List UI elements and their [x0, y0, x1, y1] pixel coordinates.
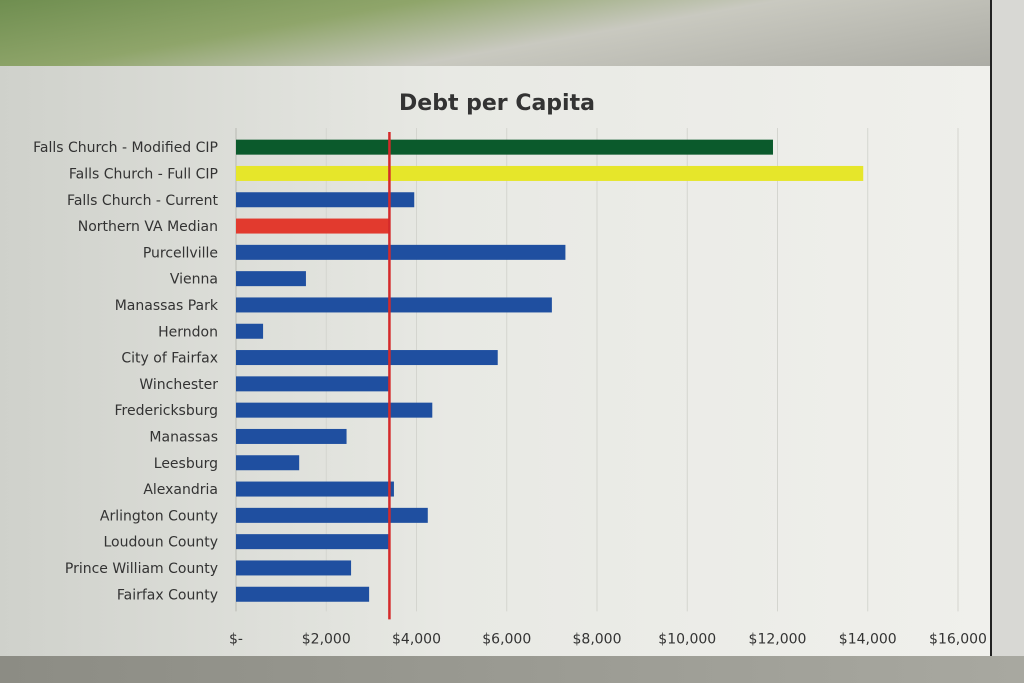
x-tick-label: $14,000 [839, 631, 897, 647]
bar [236, 350, 498, 366]
bar [236, 192, 415, 208]
category-label: City of Fairfax [121, 351, 218, 367]
category-label: Herndon [158, 324, 218, 340]
bar [236, 165, 864, 181]
bar [236, 218, 390, 234]
bar [236, 323, 264, 339]
bar [236, 586, 370, 602]
x-tick-label: $8,000 [573, 631, 622, 647]
category-label: Falls Church - Current [67, 193, 218, 209]
bar [236, 271, 306, 287]
category-label: Manassas Park [115, 298, 219, 314]
category-label: Winchester [139, 377, 218, 393]
category-label: Loudoun County [103, 535, 218, 551]
category-label: Prince William County [65, 561, 218, 577]
debt-per-capita-chart: Debt per Capita Falls Church - Modified … [33, 91, 987, 647]
bar [236, 297, 552, 313]
category-label: Arlington County [100, 508, 218, 524]
category-label: Manassas [149, 429, 218, 445]
background-right-edge [990, 0, 1024, 683]
background-bottom [0, 656, 1024, 683]
bar [236, 507, 428, 523]
x-tick-label: $4,000 [392, 631, 441, 647]
category-labels: Falls Church - Modified CIP Falls Church … [33, 140, 219, 603]
bar [236, 402, 433, 418]
x-tick-labels: $- $2,000 $4,000 $6,000 $8,000 $10,000 $12,000… [229, 631, 987, 647]
x-tick-label: $- [229, 631, 243, 647]
category-label: Alexandria [143, 482, 218, 498]
bar [236, 244, 566, 260]
bar [236, 376, 390, 392]
category-label: Purcellville [143, 245, 218, 261]
bar [236, 428, 347, 444]
chart-title: Debt per Capita [399, 91, 595, 116]
category-label: Fredericksburg [115, 403, 219, 419]
x-tick-label: $12,000 [749, 631, 807, 647]
x-tick-label: $16,000 [929, 631, 987, 647]
category-label: Fairfax County [117, 587, 218, 603]
bar [236, 139, 773, 155]
slide-panel [0, 66, 1000, 656]
background-top [0, 0, 1024, 70]
gridlines [235, 128, 959, 612]
category-label: Falls Church - Modified CIP [33, 140, 218, 156]
bar [236, 560, 352, 576]
bar [236, 455, 300, 471]
category-label: Leesburg [154, 456, 218, 472]
x-tick-label: $2,000 [302, 631, 351, 647]
x-tick-label: $10,000 [658, 631, 716, 647]
bars [236, 139, 864, 602]
bar [236, 534, 390, 550]
bar [236, 481, 394, 497]
category-label: Falls Church - Full CIP [69, 166, 218, 182]
category-label: Northern VA Median [78, 219, 218, 235]
category-label: Vienna [170, 272, 218, 288]
x-tick-label: $6,000 [482, 631, 531, 647]
